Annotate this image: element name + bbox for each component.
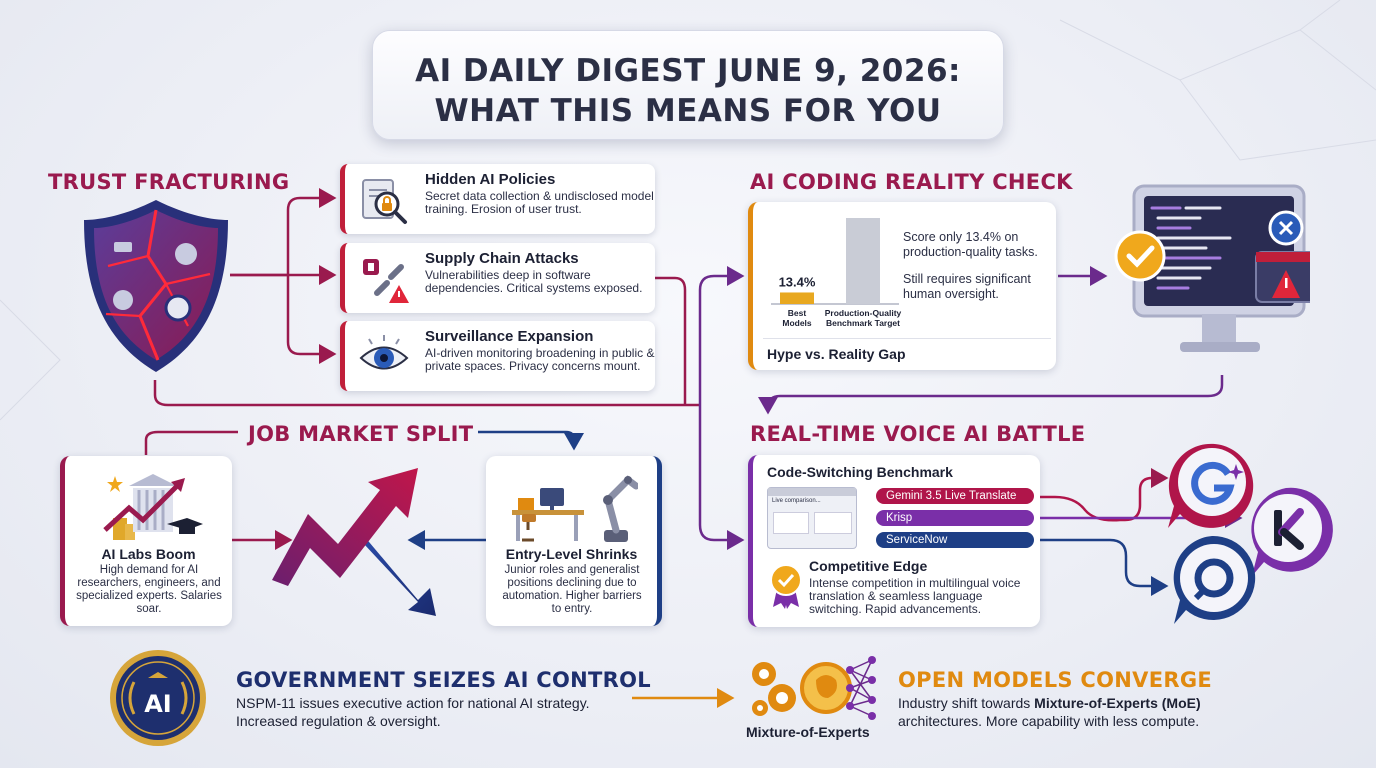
award-medal-icon bbox=[770, 564, 802, 609]
chart-bar-2 bbox=[846, 218, 880, 304]
coding-heading: AI CODING REALITY CHECK bbox=[750, 170, 1073, 194]
krisp-logo-bubble bbox=[1251, 487, 1333, 576]
code-monitor-icon bbox=[1114, 184, 1310, 352]
ai-labs-boom-icon bbox=[103, 474, 203, 540]
trust-item-hidden-policies: Hidden AI Policies Secret data collectio… bbox=[340, 164, 655, 234]
magnifier-lock-icon bbox=[362, 179, 407, 224]
broken-chain-icon bbox=[363, 259, 409, 303]
coding-footer: Hype vs. Reality Gap bbox=[767, 346, 906, 362]
title-line-2: WHAT THIS MEANS FOR YOU bbox=[434, 93, 942, 129]
gov-desc-1: NSPM-11 issues executive action for nati… bbox=[236, 695, 590, 711]
voice-card: Code-Switching Benchmark Live comparison… bbox=[748, 455, 1040, 627]
competitor-gemini: Gemini 3.5 Live Translate bbox=[876, 488, 1034, 504]
ai-seal-icon: AI bbox=[110, 650, 206, 746]
trust-item-supply-chain: Supply Chain Attacks Vulnerabilities dee… bbox=[340, 243, 655, 313]
open-desc-pre: Industry shift towards bbox=[898, 695, 1035, 711]
open-desc-bold: Mixture-of-Experts (MoE) bbox=[1034, 695, 1201, 711]
voice-logos bbox=[1168, 443, 1333, 624]
trust-item-desc: Secret data collection & undisclosed mod… bbox=[425, 189, 654, 216]
comparison-screen: Live comparison... bbox=[767, 487, 857, 549]
jobs-right-title: Entry-Level Shrinks bbox=[505, 546, 638, 562]
trust-item-title: Supply Chain Attacks bbox=[425, 250, 579, 267]
coding-divider bbox=[763, 338, 1051, 339]
mixture-of-experts-icon bbox=[752, 656, 876, 720]
jobs-right-desc: Junior roles and generalist positions de… bbox=[502, 564, 642, 615]
moe-label: Mixture-of-Experts bbox=[746, 724, 870, 740]
page-title: AI DAILY DIGEST JUNE 9, 2026: WHAT THIS … bbox=[372, 30, 1004, 140]
cracked-shield-icon bbox=[84, 200, 228, 372]
open-desc-post: architectures. More capability with less… bbox=[898, 713, 1200, 729]
coding-bar-chart: 13.4% Best Models Production-Quality Benchma… bbox=[771, 218, 902, 328]
seal-text: AI bbox=[144, 690, 172, 718]
edge-title: Competitive Edge bbox=[809, 558, 928, 574]
open-heading: OPEN MODELS CONVERGE bbox=[898, 668, 1213, 692]
google-logo-bubble bbox=[1168, 443, 1254, 528]
chart-data-label: 13.4% bbox=[779, 274, 816, 289]
jobs-heading: JOB MARKET SPLIT bbox=[248, 422, 474, 446]
open-desc: Industry shift towards Mixture-of-Expert… bbox=[898, 694, 1338, 730]
chart-bar-1 bbox=[780, 292, 814, 304]
eye-icon bbox=[359, 335, 409, 370]
competitor-krisp: Krisp bbox=[876, 510, 1034, 526]
title-line-1: AI DAILY DIGEST JUNE 9, 2026: bbox=[415, 53, 961, 89]
jobs-left-desc: High demand for AI researchers, engineer… bbox=[76, 564, 222, 615]
chart-category-label: Production-Quality Benchmark Target bbox=[825, 308, 902, 328]
coding-desc-1: Score only 13.4% on production-quality t… bbox=[903, 230, 1038, 259]
trust-item-title: Hidden AI Policies bbox=[425, 171, 556, 188]
chart-category-label: Best Models bbox=[782, 308, 812, 328]
trust-item-title: Surveillance Expansion bbox=[425, 328, 594, 345]
coding-card: 13.4% Best Models Production-Quality Benchma… bbox=[748, 202, 1056, 370]
competitor-servicenow: ServiceNow bbox=[876, 532, 1034, 548]
split-trend-arrows-icon bbox=[272, 468, 436, 616]
voice-heading: REAL-TIME VOICE AI BATTLE bbox=[750, 422, 1086, 446]
edge-desc: Intense competition in multilingual voic… bbox=[809, 576, 1021, 616]
gov-desc-2: Increased regulation & oversight. bbox=[236, 713, 441, 729]
office-robot-arm-icon bbox=[512, 475, 638, 542]
jobs-left-title: AI Labs Boom bbox=[101, 546, 196, 562]
coding-desc-2: Still requires significant human oversig… bbox=[903, 272, 1031, 301]
screen-label: Live comparison... bbox=[772, 498, 821, 504]
trust-item-surveillance: Surveillance Expansion AI-driven monitor… bbox=[340, 321, 655, 391]
jobs-right-card: Entry-Level Shrinks Junior roles and gen… bbox=[486, 456, 662, 626]
jobs-left-card: AI Labs Boom High demand for AI research… bbox=[60, 456, 232, 626]
voice-benchmark: Code-Switching Benchmark bbox=[767, 464, 953, 480]
trust-heading: TRUST FRACTURING bbox=[48, 170, 290, 194]
gov-heading: GOVERNMENT SEIZES AI CONTROL bbox=[236, 668, 651, 692]
trust-item-desc: AI-driven monitoring broadening in publi… bbox=[425, 346, 655, 373]
trust-item-desc: Vulnerabilities deep in software depende… bbox=[425, 268, 643, 295]
servicenow-logo-bubble bbox=[1173, 535, 1256, 624]
